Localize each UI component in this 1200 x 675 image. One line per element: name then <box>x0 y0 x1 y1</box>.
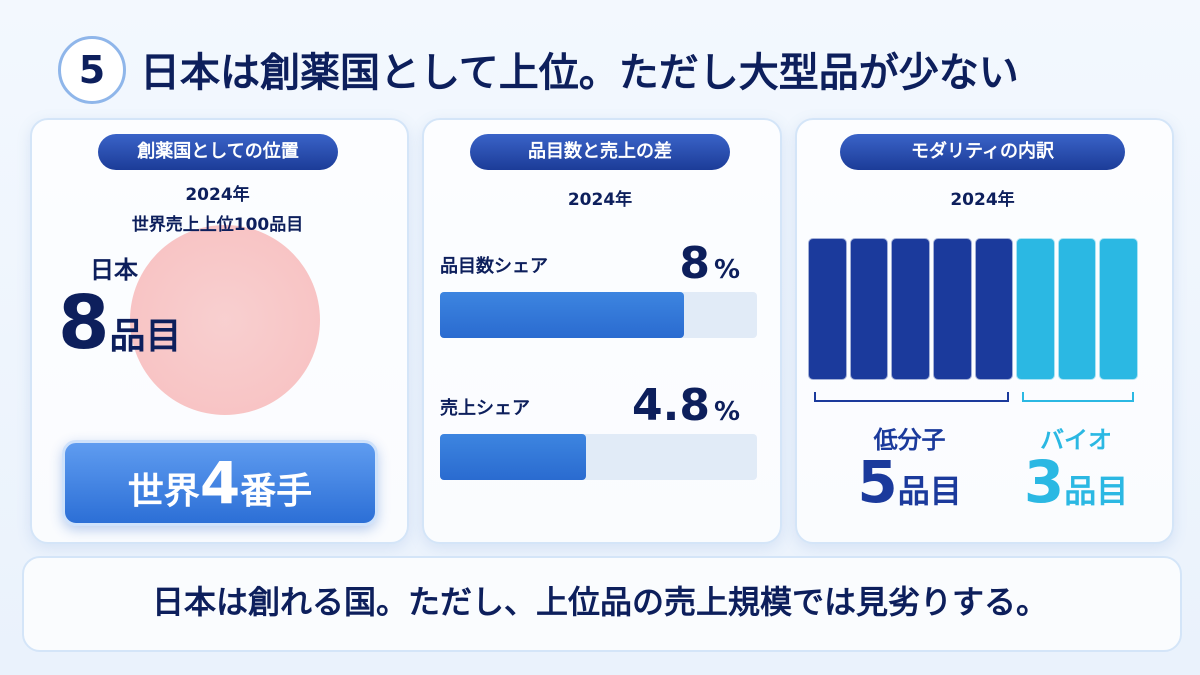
modality-block <box>1057 238 1097 380</box>
year: 2024年 <box>185 185 250 205</box>
count: 5 <box>857 448 898 516</box>
sun-circle <box>130 225 320 415</box>
modality-block <box>849 238 889 380</box>
year: 2024年 <box>567 190 633 210</box>
modality-block <box>1016 238 1055 380</box>
step-number: 5 <box>58 36 126 104</box>
unit: % <box>713 397 740 427</box>
value: 8 <box>679 238 710 289</box>
row-name: 品目数シェア <box>440 256 548 277</box>
count: 3 <box>1023 448 1065 516</box>
bracket <box>1022 392 1134 402</box>
modality-block <box>974 238 1014 380</box>
modality-block <box>932 238 972 380</box>
subtitle: 世界売上上位100品目 <box>131 215 304 235</box>
row-value: 8% <box>679 238 740 289</box>
rank-suffix: 番手 <box>240 471 313 512</box>
panel-label: 品目数と売上の差 <box>470 134 730 170</box>
row-value: 4.8% <box>632 380 740 431</box>
panel-label: モダリティの内訳 <box>840 134 1125 170</box>
value: 4.8 <box>631 380 710 431</box>
count-line: 8品目 <box>58 280 182 366</box>
row-name: 売上シェア <box>440 398 530 419</box>
share-bar <box>440 292 685 338</box>
modality-block <box>891 238 930 380</box>
share-bar <box>440 434 587 480</box>
year: 2024年 <box>950 190 1015 210</box>
unit: 品目 <box>1064 472 1129 510</box>
bracket <box>814 392 1010 402</box>
group-count: 3品目 <box>976 448 1176 516</box>
group-name: 低分子 <box>873 426 946 454</box>
unit: 品目 <box>109 316 182 357</box>
unit: % <box>713 255 740 285</box>
modality-block <box>1099 238 1138 380</box>
modality-block <box>808 238 847 380</box>
title: 日本は創薬国として上位。ただし大型品が少ない <box>140 50 1019 96</box>
count: 8 <box>58 280 110 366</box>
panel-label: 創薬国としての位置 <box>98 134 338 170</box>
group-count: 5品目 <box>810 448 1010 516</box>
rank-prefix: 世界 <box>127 471 200 512</box>
rank-number: 4 <box>199 449 241 517</box>
footer-box <box>22 556 1182 652</box>
rank-badge: 世界4番手 <box>62 440 378 526</box>
footer-text: 日本は創れる国。ただし、上位品の売上規模では見劣りする。 <box>151 583 1048 621</box>
group-name: バイオ <box>1040 426 1113 454</box>
unit: 品目 <box>897 472 962 510</box>
country: 日本 <box>90 256 138 284</box>
